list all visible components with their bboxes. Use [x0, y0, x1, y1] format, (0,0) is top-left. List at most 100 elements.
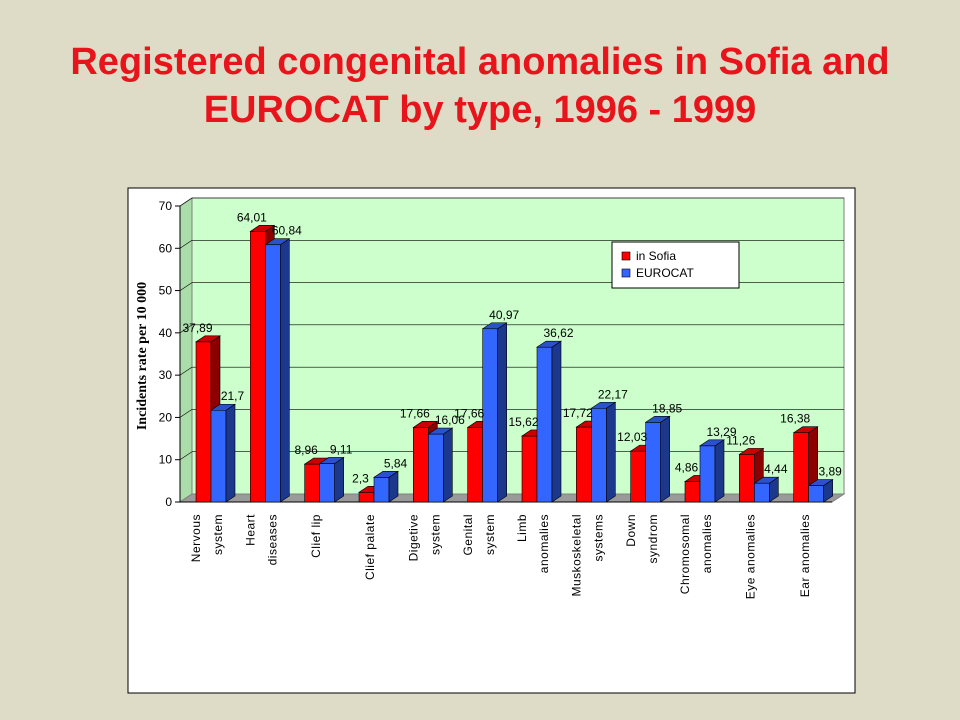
bar-front	[304, 463, 320, 503]
y-tick-label: 10	[159, 453, 173, 467]
bar-top	[699, 439, 725, 447]
bar-front	[373, 477, 390, 503]
category-label: Clief palate	[363, 514, 377, 580]
bar-eurocat	[699, 439, 725, 503]
category-label: system	[429, 514, 443, 555]
bar-front	[793, 432, 809, 503]
bar-side	[606, 401, 616, 503]
slide-title: Registered congenital anomalies in Sofia…	[30, 38, 930, 134]
gridline-side	[179, 451, 193, 460]
bar-front	[536, 346, 553, 503]
legend: in Sofia EUROCAT	[611, 241, 740, 289]
bar-front	[645, 421, 661, 503]
data-label-sofia: 15,62	[508, 415, 538, 429]
data-label-sofia: 16,38	[780, 412, 810, 426]
data-label-eurocat: 60,84	[272, 224, 302, 238]
bar-eurocat	[753, 476, 780, 503]
bar-top	[318, 457, 345, 464]
data-label-sofia: 2,3	[352, 471, 369, 485]
bar-top	[249, 225, 276, 232]
y-tick-label: 40	[159, 326, 173, 340]
bar-side	[334, 456, 344, 503]
bar-side	[280, 238, 290, 503]
category-label: syndrom	[646, 514, 660, 564]
category-label: diseases	[266, 514, 280, 565]
data-label-eurocat: 22,17	[598, 387, 628, 401]
bar-side	[225, 403, 236, 503]
category-label: anomalies	[537, 514, 551, 573]
bar-eurocat	[264, 238, 291, 503]
data-label-sofia: 4,86	[675, 460, 699, 474]
bar-top	[536, 340, 562, 348]
bar-front	[319, 463, 335, 503]
bar-front	[265, 244, 281, 503]
category-label: Muskoskeletal	[570, 514, 584, 597]
data-label-sofia: 8,96	[294, 443, 318, 457]
bar-top	[195, 335, 221, 343]
y-axis-label: Incidents rate per 10 000	[135, 282, 150, 430]
bar-front	[591, 407, 607, 503]
bar-top	[738, 448, 765, 455]
bar-eurocat	[807, 478, 834, 503]
bar-top	[792, 426, 819, 434]
bar-top	[210, 403, 236, 411]
bar-top	[644, 415, 671, 423]
bar-eurocat	[590, 401, 617, 503]
data-label-eurocat: 3,89	[818, 465, 842, 479]
legend-label-eurocat: EUROCAT	[636, 266, 694, 280]
bar-front	[808, 485, 824, 503]
bar-front	[739, 454, 755, 503]
category-label: Heart	[244, 514, 258, 546]
y-tick-label: 60	[159, 241, 173, 255]
bar-top	[427, 427, 454, 435]
data-label-sofia: 11,26	[726, 433, 755, 447]
data-label-sofia: 37,89	[182, 321, 212, 335]
data-label-eurocat: 13,29	[706, 425, 736, 439]
bar-eurocat	[427, 427, 454, 503]
gridline-side	[179, 240, 193, 249]
bar-front	[358, 491, 375, 503]
gridline-side	[179, 409, 193, 418]
bars	[195, 224, 834, 503]
bar-eurocat	[318, 456, 345, 503]
bar-front	[754, 482, 770, 503]
bar-eurocat	[481, 322, 508, 503]
bar-top	[264, 238, 291, 246]
category-label: Chromosomal	[678, 514, 692, 594]
bar-front	[210, 409, 227, 503]
bar-eurocat	[210, 403, 236, 503]
bar-front	[521, 435, 538, 503]
bar-eurocat	[536, 340, 562, 503]
category-label: Down	[624, 514, 638, 547]
y-tick-label: 0	[165, 495, 172, 509]
legend-swatch-eurocat	[621, 268, 631, 278]
gridline-side	[179, 324, 193, 334]
title-line-2: EUROCAT by type, 1996 - 1999	[203, 89, 757, 131]
bar-eurocat	[373, 470, 399, 503]
bar-top	[753, 476, 780, 484]
gridline-side	[179, 366, 193, 376]
y-tick-label: 20	[159, 410, 173, 424]
bar-side	[660, 415, 670, 503]
bar-front	[482, 328, 498, 503]
category-label: Nervous	[189, 514, 203, 562]
legend-label-sofia: in Sofia	[636, 249, 676, 263]
bar-top	[807, 479, 834, 486]
data-label-sofia: 17,66	[400, 406, 430, 420]
gridline-side	[179, 197, 193, 207]
plot-side-wall	[179, 197, 193, 503]
bar-front	[413, 427, 429, 503]
bar-top	[412, 421, 439, 428]
bar-front	[195, 341, 212, 503]
bar-front	[250, 231, 266, 503]
bar-front	[630, 450, 646, 503]
y-tick-label: 30	[159, 368, 173, 382]
category-label: Genital	[461, 514, 475, 556]
category-label: Digetive	[407, 514, 421, 561]
data-label-eurocat: 9,11	[330, 442, 353, 456]
bar-eurocat	[644, 415, 671, 503]
data-label-eurocat: 4,44	[764, 462, 788, 476]
bar-side	[497, 322, 507, 503]
bar-side	[714, 439, 725, 503]
